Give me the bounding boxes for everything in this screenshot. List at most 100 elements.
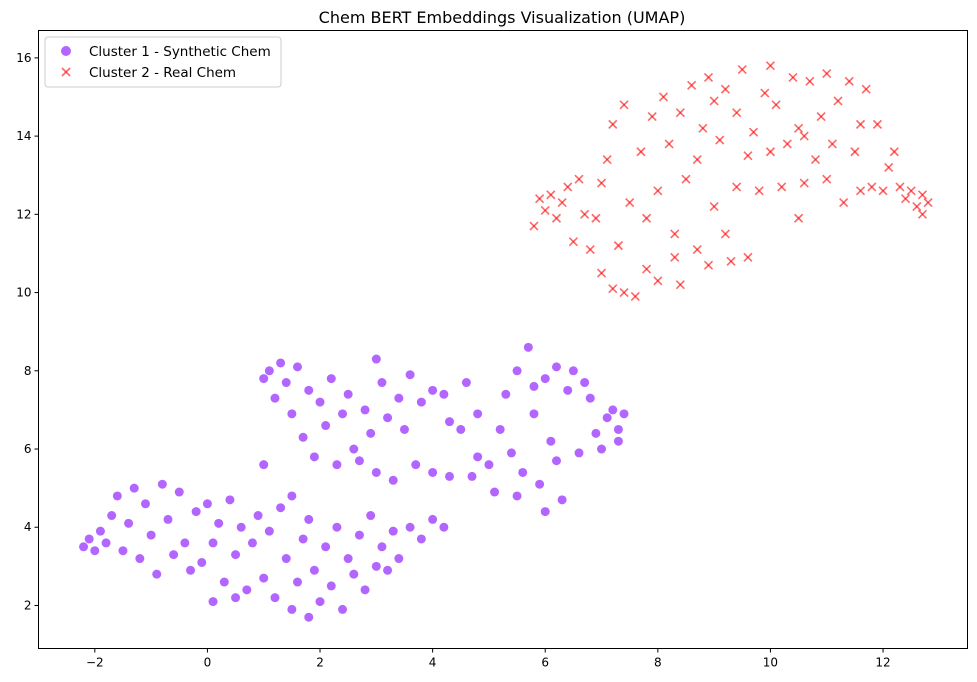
point-cluster-2: [568, 237, 578, 247]
point-cluster-2: [675, 108, 685, 118]
plot-frame: [38, 30, 968, 649]
point-cluster-2: [794, 213, 804, 223]
point-cluster-1: [580, 378, 590, 388]
point-cluster-2: [771, 100, 781, 110]
point-cluster-1: [416, 534, 426, 544]
point-cluster-2: [653, 276, 663, 286]
point-cluster-2: [585, 244, 595, 255]
point-cluster-2: [901, 194, 911, 204]
point-cluster-2: [703, 72, 714, 83]
point-cluster-2: [822, 68, 832, 79]
point-cluster-2: [675, 280, 685, 290]
point-cluster-1: [95, 526, 105, 536]
point-cluster-2: [867, 182, 877, 192]
point-cluster-2: [855, 186, 866, 196]
point-cluster-1: [613, 424, 623, 434]
point-cluster-2: [844, 76, 854, 86]
point-cluster-2: [872, 119, 882, 129]
point-cluster-1: [484, 460, 494, 470]
point-cluster-1: [326, 374, 336, 384]
point-cluster-2: [698, 123, 708, 133]
y-tick-label: 12: [16, 207, 31, 221]
point-cluster-1: [613, 436, 623, 446]
point-cluster-1: [152, 569, 162, 579]
point-cluster-2: [642, 213, 652, 223]
y-axis: 2 4 6 8 10 12 14 16: [16, 51, 39, 612]
point-cluster-1: [349, 444, 359, 454]
point-cluster-1: [180, 538, 190, 548]
point-cluster-2: [602, 155, 612, 165]
point-cluster-2: [642, 264, 652, 274]
point-cluster-2: [765, 61, 776, 71]
point-cluster-1: [135, 554, 145, 564]
point-cluster-1: [377, 378, 387, 388]
point-cluster-1: [298, 534, 308, 544]
point-cluster-1: [321, 542, 331, 552]
point-cluster-1: [112, 491, 122, 501]
x-tick-label: 6: [541, 656, 549, 670]
point-cluster-1: [557, 495, 567, 505]
point-cluster-2: [889, 147, 899, 157]
point-cluster-1: [608, 405, 618, 415]
point-cluster-1: [343, 389, 353, 399]
point-cluster-1: [428, 385, 438, 395]
point-cluster-2: [670, 252, 680, 262]
point-cluster-2: [923, 198, 933, 208]
point-cluster-1: [292, 577, 302, 587]
point-cluster-1: [242, 585, 252, 595]
point-cluster-2: [613, 241, 623, 251]
point-cluster-1: [259, 460, 269, 470]
point-cluster-2: [703, 260, 714, 270]
point-cluster-1: [270, 393, 280, 403]
point-cluster-2: [551, 213, 562, 223]
point-cluster-2: [540, 205, 550, 215]
point-cluster-1: [416, 397, 426, 407]
point-cluster-1: [473, 452, 483, 462]
point-cluster-2: [777, 182, 787, 192]
point-cluster-1: [354, 530, 364, 540]
point-cluster-2: [596, 268, 607, 278]
point-cluster-1: [394, 393, 404, 403]
y-tick-label: 14: [16, 129, 31, 143]
point-cluster-2: [625, 198, 635, 208]
point-cluster-1: [264, 366, 274, 376]
point-cluster-1: [529, 381, 539, 391]
point-cluster-2: [861, 84, 871, 94]
point-cluster-1: [332, 522, 342, 532]
point-cluster-1: [90, 546, 100, 556]
point-cluster-1: [292, 362, 302, 372]
point-cluster-1: [439, 389, 449, 399]
point-cluster-2: [743, 252, 753, 262]
legend-box: [44, 36, 282, 88]
point-cluster-1: [535, 479, 545, 489]
point-cluster-1: [231, 550, 241, 560]
point-cluster-1: [343, 554, 353, 564]
y-tick-label: 6: [24, 442, 32, 456]
x-tick-label: 10: [763, 656, 778, 670]
point-cluster-1: [405, 522, 415, 532]
point-cluster-1: [338, 409, 348, 419]
point-cluster-1: [208, 597, 218, 607]
point-cluster-1: [169, 550, 179, 560]
point-cluster-1: [473, 409, 483, 419]
point-cluster-1: [349, 569, 359, 579]
x-tick-label: 12: [875, 656, 890, 670]
point-cluster-2: [855, 119, 866, 129]
point-cluster-1: [512, 491, 522, 501]
point-cluster-2: [647, 111, 657, 122]
point-cluster-2: [670, 229, 680, 239]
point-cluster-1: [202, 499, 212, 509]
point-cluster-1: [490, 487, 500, 497]
point-cluster-1: [501, 389, 511, 399]
point-cluster-2: [619, 287, 629, 298]
point-cluster-2: [687, 80, 697, 90]
point-cluster-2: [765, 147, 776, 157]
point-cluster-2: [906, 186, 916, 196]
point-cluster-2: [748, 127, 759, 137]
point-cluster-2: [574, 174, 584, 184]
point-cluster-2: [805, 76, 815, 86]
point-cluster-1: [399, 424, 409, 434]
point-cluster-1: [247, 538, 257, 548]
point-cluster-1: [371, 561, 381, 571]
point-cluster-2: [788, 72, 798, 83]
